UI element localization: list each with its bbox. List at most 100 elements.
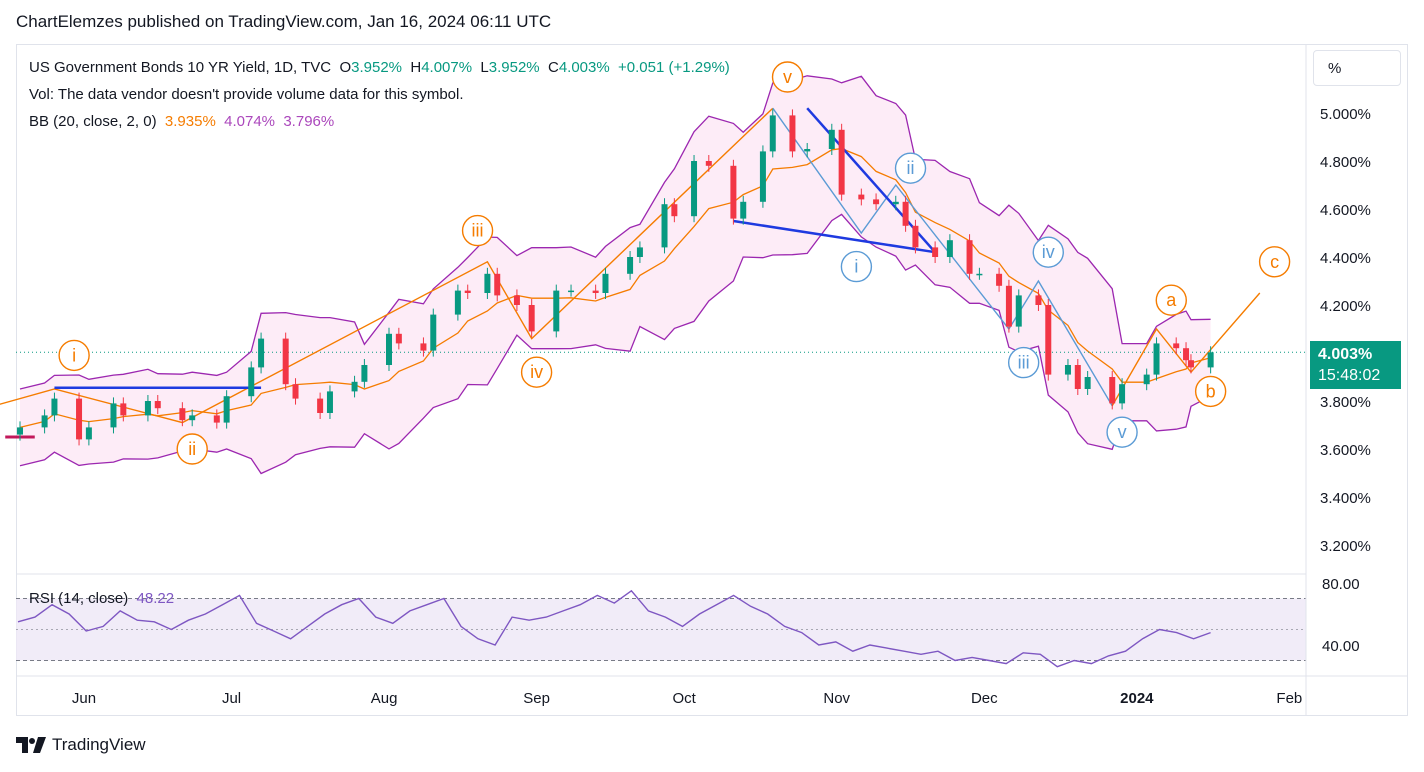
- candle: [1074, 359, 1081, 395]
- candle-body: [932, 247, 939, 257]
- candle-body: [395, 333, 402, 344]
- candle-body: [17, 427, 23, 435]
- candle-body: [873, 199, 880, 205]
- last-price-tag: 4.003% 15:48:02: [1310, 341, 1401, 389]
- candle: [179, 402, 186, 427]
- wave-label-orange-c: c: [1258, 246, 1291, 278]
- candle-body: [1187, 360, 1194, 368]
- candle: [420, 337, 427, 357]
- candle: [966, 234, 973, 280]
- price-tick-label: 3.200%: [1320, 538, 1371, 555]
- change-value: +0.051 (+1.29%): [618, 59, 730, 76]
- candle-body: [1183, 348, 1190, 361]
- wave-label-text: i: [854, 257, 858, 277]
- candle-body: [41, 415, 48, 428]
- candle-body: [85, 427, 92, 440]
- orange-impulse-path: [0, 107, 774, 424]
- high-value: 4.007%: [421, 59, 473, 76]
- wave-label-orange-ii: ii: [176, 433, 208, 465]
- candle: [976, 267, 983, 280]
- candle-body: [1153, 343, 1160, 375]
- candle-body: [1035, 295, 1042, 305]
- candle-body: [317, 398, 324, 413]
- price-tick-label: 4.200%: [1320, 298, 1371, 315]
- wave-label-circle: [771, 61, 804, 93]
- candle-body: [430, 314, 437, 351]
- candle-body: [464, 290, 471, 293]
- bb-lower-line: [19, 213, 1211, 475]
- candle-body: [1005, 285, 1012, 327]
- candle-body: [144, 401, 151, 416]
- wave-label-text: ii: [907, 158, 915, 178]
- wedge-lower-trendline: [733, 219, 936, 254]
- bb-basis-line: [19, 147, 1211, 429]
- candle-body: [351, 381, 358, 392]
- wave-label-text: iv: [530, 362, 543, 382]
- wave-label-circle: [58, 339, 90, 372]
- candle-body: [179, 408, 186, 421]
- candle-body: [292, 384, 299, 399]
- candle: [1153, 337, 1160, 381]
- candle: [1207, 346, 1214, 374]
- wave-label-orange-iv: iv: [520, 356, 553, 388]
- wave-label-text: c: [1270, 252, 1279, 272]
- candle: [759, 145, 766, 208]
- bb-basis-value: 3.935%: [164, 113, 216, 130]
- candle: [1064, 359, 1071, 381]
- candle-body: [282, 338, 289, 385]
- candle: [17, 421, 23, 441]
- price-tick-label: 5.000%: [1320, 106, 1371, 123]
- wave-label-orange-b: b: [1194, 375, 1227, 408]
- price-tick-label: 4.800%: [1320, 154, 1371, 171]
- tradingview-logo-icon: [16, 737, 46, 753]
- price-scale-mode-button[interactable]: %: [1313, 50, 1401, 86]
- price-tick-label: 3.600%: [1320, 442, 1371, 459]
- candle-body: [759, 151, 766, 202]
- candle: [528, 299, 535, 338]
- candle-body: [1109, 377, 1116, 404]
- publisher-line: ChartElemzes published on TradingView.co…: [16, 12, 552, 31]
- candle-body: [223, 396, 230, 423]
- brand-text: TradingView: [52, 735, 146, 754]
- open-value: 3.952%: [351, 59, 402, 76]
- time-tick-label: Jun: [72, 690, 96, 707]
- candle-body: [636, 247, 643, 257]
- candle-body: [386, 333, 392, 365]
- candle: [1109, 371, 1116, 410]
- rsi-tick-label: 80.00: [1322, 576, 1360, 593]
- candle: [892, 195, 899, 211]
- candle-body: [661, 204, 668, 248]
- candle: [1173, 337, 1180, 355]
- wave-label-circle: [840, 250, 873, 283]
- time-tick-label: 2024: [1120, 690, 1154, 707]
- wave-label-circle: [1258, 246, 1291, 278]
- wave-label-orange-a: a: [1155, 284, 1187, 316]
- candle: [912, 219, 919, 254]
- candle-body: [946, 240, 953, 257]
- wave-label-circle: [1032, 236, 1064, 268]
- price-tick-label: 3.800%: [1320, 394, 1371, 411]
- tradingview-brand[interactable]: TradingView: [16, 735, 146, 755]
- wave-label-text: ii: [188, 439, 196, 459]
- candle: [789, 109, 796, 158]
- bb-upper-line: [19, 75, 1211, 390]
- candle: [902, 195, 909, 232]
- candle: [932, 241, 939, 263]
- wave-label-text: iii: [472, 221, 484, 241]
- time-tick-label: Feb: [1276, 690, 1302, 707]
- candle-body: [568, 290, 575, 293]
- candle-body: [213, 415, 220, 423]
- candle: [946, 234, 953, 263]
- candle-body: [1119, 384, 1126, 404]
- candle: [873, 193, 880, 211]
- candle-body: [189, 415, 196, 421]
- symbol-title: US Government Bonds 10 YR Yield, 1D, TVC: [29, 59, 332, 76]
- candle-body: [76, 398, 83, 440]
- wave-label-circle: [461, 214, 494, 247]
- candle: [1183, 342, 1190, 367]
- candle-body: [602, 273, 609, 293]
- wave-label-text: a: [1166, 290, 1177, 310]
- bb-upper-value: 4.074%: [224, 113, 275, 130]
- candle: [705, 155, 712, 172]
